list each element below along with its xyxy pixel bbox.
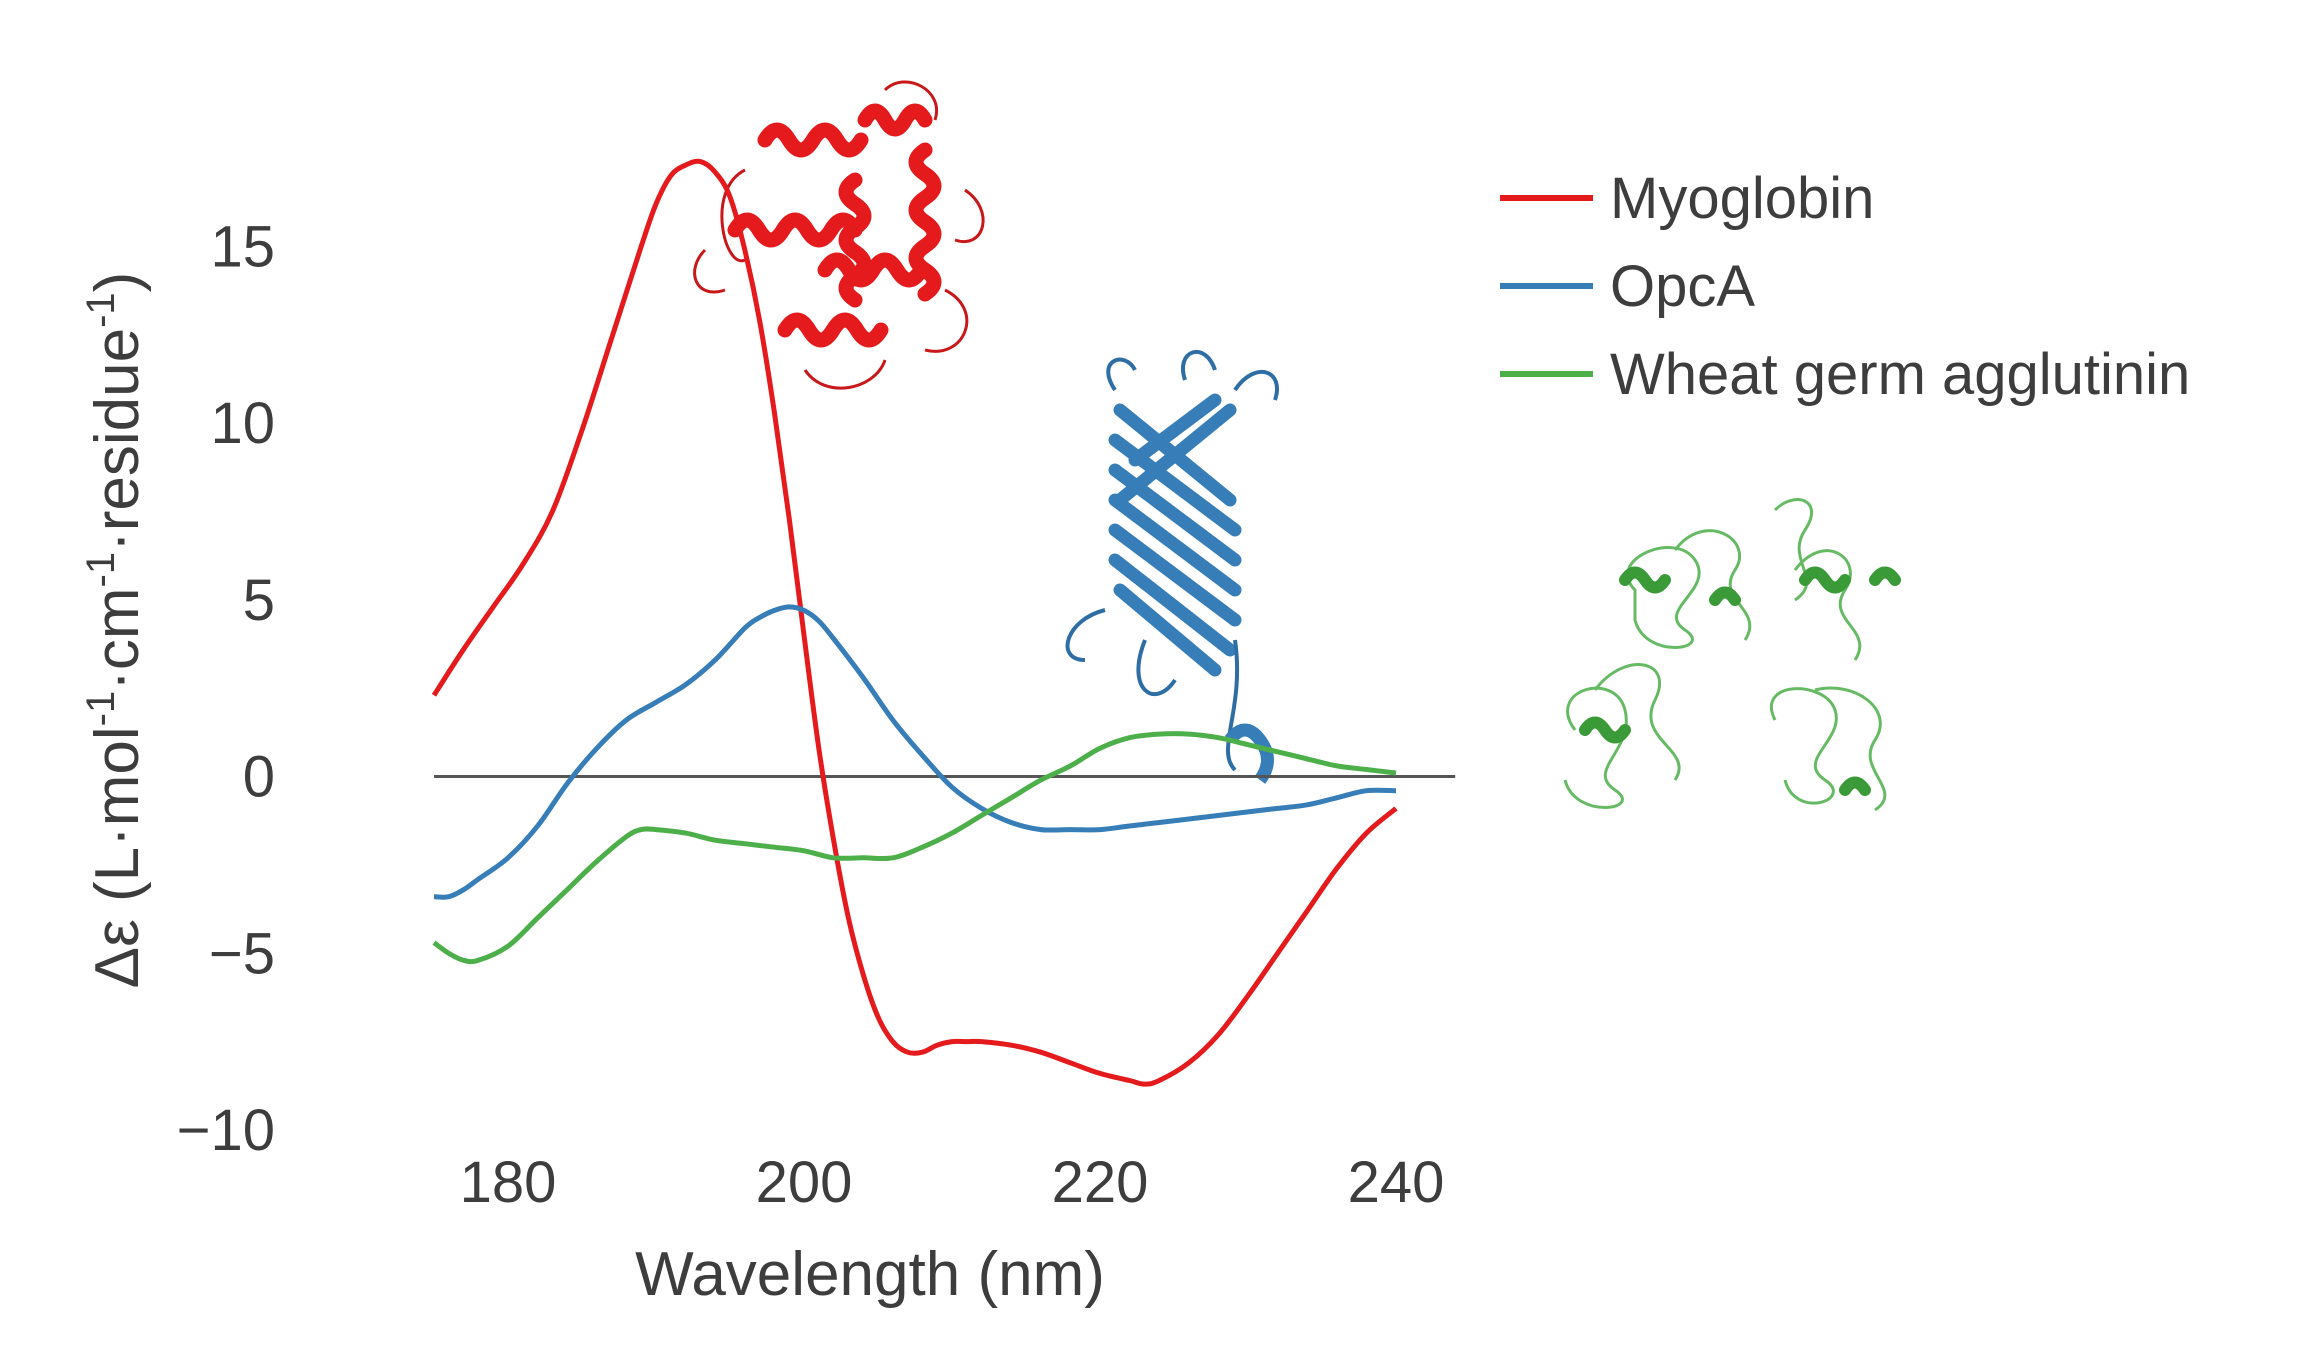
y-axis-label-suffix: ): [83, 272, 152, 293]
x-axis-label: Wavelength (nm): [635, 1240, 1105, 1309]
y-tick-label: 5: [243, 568, 275, 633]
wga-structure-image: [1563, 498, 1901, 812]
y-tick-label: 15: [210, 214, 275, 279]
x-tick-label: 200: [756, 1150, 853, 1215]
y-tick-label: −10: [177, 1098, 275, 1163]
legend-label-opca: OpcA: [1610, 254, 1755, 319]
y-tick-label: 10: [210, 391, 275, 456]
legend: Myoglobin OpcA Wheat germ agglutinin: [1500, 166, 2190, 407]
opca-structure-image: [1065, 349, 1279, 784]
series-line-wheat-germ-agglutinin: [432, 731, 1397, 965]
legend-label-wheat-germ-agglutinin: Wheat germ agglutinin: [1610, 342, 2190, 407]
y-axis-label-mid1: ·cm: [83, 587, 152, 690]
y-axis-label-sup3: -1: [79, 292, 123, 328]
legend-label-myoglobin: Myoglobin: [1610, 166, 1874, 231]
x-tick-label: 180: [460, 1150, 557, 1215]
x-axis-ticks: 180 200 220 240: [460, 1150, 1445, 1215]
y-tick-label: 0: [243, 745, 275, 810]
x-tick-label: 220: [1052, 1150, 1149, 1215]
y-tick-label: −5: [209, 921, 275, 986]
y-axis-ticks: −10 −5 0 5 10 15: [177, 214, 275, 1163]
y-axis-label-mid2: ·residue: [83, 328, 152, 552]
series-group: [431, 158, 1398, 1087]
myoglobin-structure-image: [693, 80, 985, 390]
y-axis-label-sup1: -1: [79, 691, 123, 727]
series-line-opca: [433, 604, 1397, 900]
x-tick-label: 240: [1348, 1150, 1445, 1215]
y-axis-label: Δε (L·mol-1·cm-1·residue-1): [79, 272, 152, 989]
series-line-myoglobin: [431, 158, 1398, 1087]
y-axis-label-sup2: -1: [79, 552, 123, 588]
y-axis-label-prefix: Δε (L·mol: [83, 726, 152, 988]
